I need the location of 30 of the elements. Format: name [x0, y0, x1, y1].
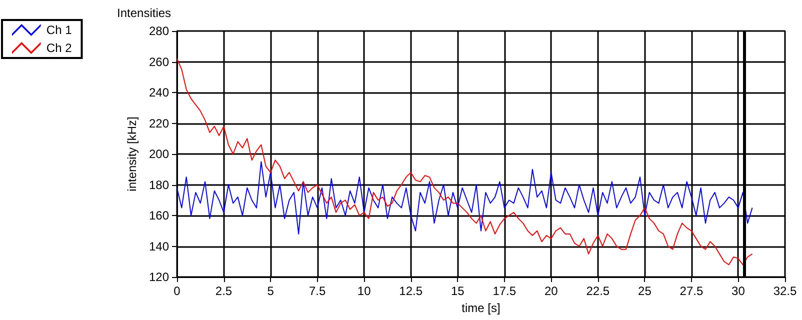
x-tick-label: 12.5 — [399, 284, 423, 298]
legend-label: Ch 1 — [46, 23, 72, 37]
x-tick-label: 2.5 — [215, 284, 232, 298]
line-series — [176, 161, 753, 234]
y-tick-label: 200 — [148, 147, 170, 161]
x-axis-title: time [s] — [462, 300, 500, 315]
x-tick-label: 0 — [174, 284, 181, 298]
x-tick-label: 22.5 — [586, 284, 610, 298]
x-tick-label: 32.5 — [773, 284, 797, 298]
chart-title: Intensities — [117, 6, 172, 20]
y-tick-label: 260 — [148, 54, 170, 69]
x-tick-label: 10 — [357, 284, 372, 298]
y-axis-title: intensity [kHz] — [125, 116, 140, 192]
y-tick-label: 180 — [148, 178, 170, 192]
x-tick-label: 17.5 — [492, 284, 516, 298]
x-tick-label: 7.5 — [308, 284, 326, 298]
x-tick-label: 25 — [638, 284, 652, 298]
y-tick-label: 240 — [148, 86, 170, 100]
y-tick-label: 120 — [148, 270, 170, 284]
y-tick-label: 220 — [148, 116, 170, 130]
y-tick-label: 160 — [148, 208, 170, 222]
y-tick-label: 140 — [148, 239, 170, 254]
x-tick-label: 20 — [544, 284, 558, 298]
legend-label: Ch 2 — [46, 41, 72, 55]
x-tick-label: 15 — [450, 284, 465, 298]
x-tick-label: 5 — [267, 284, 274, 298]
x-tick-label: 30 — [732, 284, 746, 298]
line-series — [176, 58, 753, 266]
x-tick-label: 27.5 — [680, 284, 704, 298]
y-tick-label: 280 — [148, 24, 170, 38]
